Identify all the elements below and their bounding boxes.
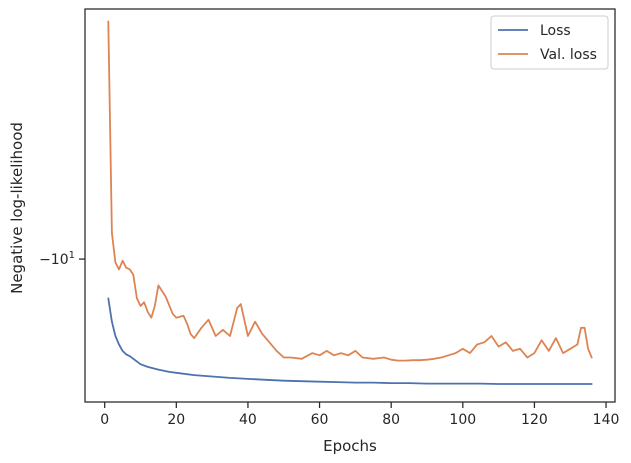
x-axis: 0 20 40 60 80 100 120 140 [100, 402, 619, 428]
x-tick-label: 100 [449, 412, 476, 428]
x-tick-label: 60 [311, 412, 329, 428]
x-tick-label: 20 [167, 412, 185, 428]
legend-label: Loss [540, 23, 571, 39]
plot-area [107, 20, 593, 385]
legend-label: Val. loss [540, 47, 597, 63]
x-tick-label: 40 [239, 412, 257, 428]
x-axis-title: Epochs [323, 437, 377, 455]
plot-frame [84, 8, 616, 403]
y-axis: −101 [39, 250, 85, 268]
x-tick-label: 0 [100, 412, 109, 428]
y-axis-title: Negative log-likelihood [8, 122, 26, 294]
x-tick-label: 120 [521, 412, 548, 428]
x-tick-label: 80 [382, 412, 400, 428]
legend: Loss Val. loss [490, 15, 609, 70]
y-tick-label: −101 [39, 250, 75, 268]
series-line-val-loss [107, 20, 593, 362]
series-line-loss [107, 297, 593, 385]
x-tick-label: 140 [593, 412, 620, 428]
